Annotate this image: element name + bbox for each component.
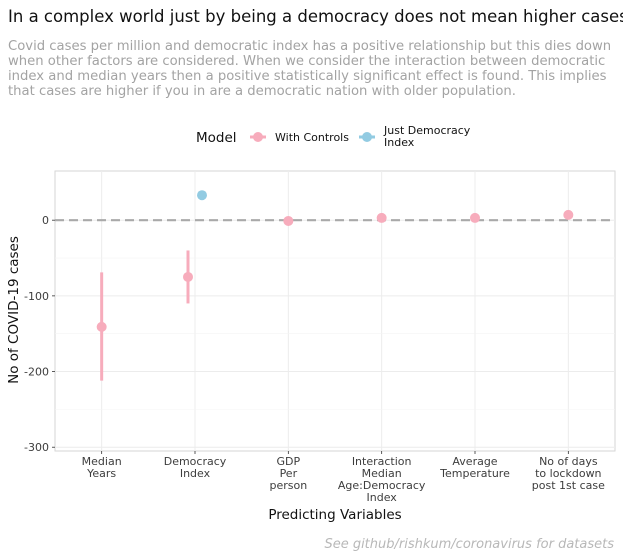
data-point xyxy=(183,271,193,282)
legend-label-line: With Controls xyxy=(275,131,349,144)
legend-label: With Controls xyxy=(275,131,349,144)
data-point xyxy=(197,190,207,201)
x-tick-label: No of days to lockdown post 1st case xyxy=(532,455,605,492)
x-tick-label: GDP Per person xyxy=(269,455,307,492)
legend-key-point xyxy=(253,132,263,142)
data-point xyxy=(563,209,574,220)
x-tick-label-line: Democracy xyxy=(164,455,227,468)
x-tick-label: Median Years xyxy=(82,455,122,480)
x-tick-label-line: to lockdown xyxy=(535,467,601,480)
data-point xyxy=(96,321,107,332)
data-point xyxy=(470,212,480,223)
x-tick-label-line: person xyxy=(269,479,307,492)
plot-panel xyxy=(54,170,616,452)
data-point xyxy=(376,212,387,223)
x-axis-title: Predicting Variables xyxy=(268,507,401,523)
x-tick-label-line: Age:Democracy xyxy=(338,479,426,492)
x-tick-label-line: Per xyxy=(280,467,298,480)
y-tick-label: -300 xyxy=(24,441,49,454)
x-tick-label-line: GDP xyxy=(277,455,301,468)
x-tick-label-line: Average xyxy=(452,455,497,468)
chart-subtitle: Covid cases per million and democratic i… xyxy=(8,39,612,99)
x-tick-label-line: Years xyxy=(86,467,116,480)
y-tick-label: -100 xyxy=(24,290,49,303)
x-tick-label-line: Median xyxy=(362,467,402,480)
x-tick-label-line: No of days xyxy=(539,455,598,468)
chart-caption: See github/rishkum/coronavirus for datas… xyxy=(324,537,614,552)
legend-label-line: Just Democracy xyxy=(383,124,471,137)
y-tick-label: -200 xyxy=(24,366,49,379)
x-tick-label-line: Index xyxy=(367,491,398,504)
y-axis: 0 -100 -200 -300 xyxy=(24,214,55,454)
legend: Model With Controls Just Democracy Index xyxy=(196,124,471,149)
x-tick-label-line: Temperature xyxy=(439,467,510,480)
legend-key-point xyxy=(362,132,372,142)
legend-title: Model xyxy=(196,130,237,146)
x-tick-label-line: Median xyxy=(82,455,122,468)
y-axis-title: No of COVID-19 cases xyxy=(6,236,22,384)
x-tick-label-line: Index xyxy=(180,467,211,480)
data-marks xyxy=(96,190,574,381)
x-tick-label-line: post 1st case xyxy=(532,479,605,492)
x-tick-label: Interaction Median Age:Democracy Index xyxy=(338,455,426,504)
x-tick-label: Average Temperature xyxy=(439,455,510,480)
x-tick-label-line: Interaction xyxy=(352,455,412,468)
y-tick-label: 0 xyxy=(42,214,49,227)
legend-label-line: Index xyxy=(384,136,415,149)
legend-label: Just Democracy Index xyxy=(383,124,471,149)
chart-title: In a complex world just by being a democ… xyxy=(8,7,623,26)
x-tick-label: Democracy Index xyxy=(164,455,227,480)
data-point xyxy=(283,215,294,226)
